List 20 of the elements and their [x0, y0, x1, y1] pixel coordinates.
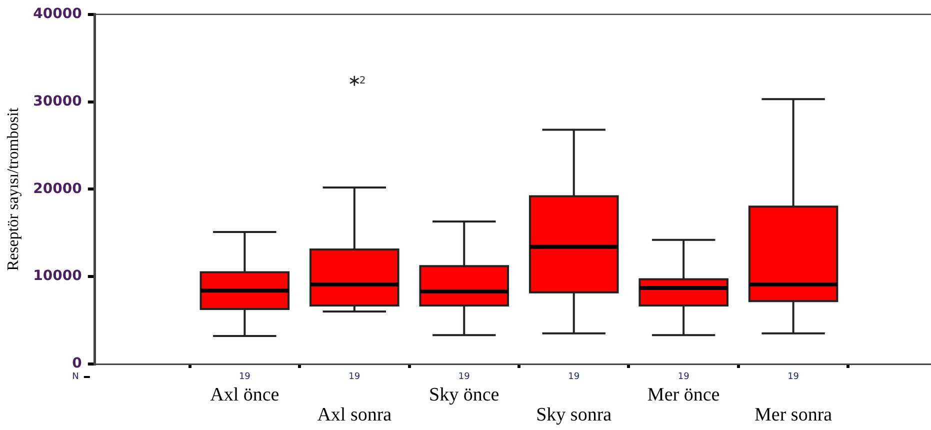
x-tick-label: Axl sonra: [317, 404, 392, 426]
text: 19: [568, 372, 580, 382]
y-tick-label: 20000: [33, 180, 82, 197]
x-tick-label: Mer sonra: [754, 404, 833, 426]
y-tick-label: 40000: [33, 6, 82, 22]
y-tick-label: 30000: [33, 93, 82, 110]
x-tick-label: Sky önce: [429, 384, 500, 406]
x-tick-label: Mer önce: [647, 384, 720, 406]
y-tick-label: 0: [72, 356, 82, 372]
x-tick-label: Axl önce: [210, 384, 280, 406]
text: 19: [348, 372, 360, 382]
x-tick-label: Sky sonra: [536, 404, 612, 426]
y-tick-label: 10000: [33, 268, 82, 284]
text: 19: [238, 372, 251, 382]
annotation: 2: [359, 75, 366, 86]
text: 19: [678, 372, 690, 382]
y-axis-title: Reseptör sayısı/trombosit: [4, 107, 22, 271]
text: N: [72, 372, 79, 382]
text: 19: [458, 372, 470, 382]
text: 19: [788, 372, 800, 382]
